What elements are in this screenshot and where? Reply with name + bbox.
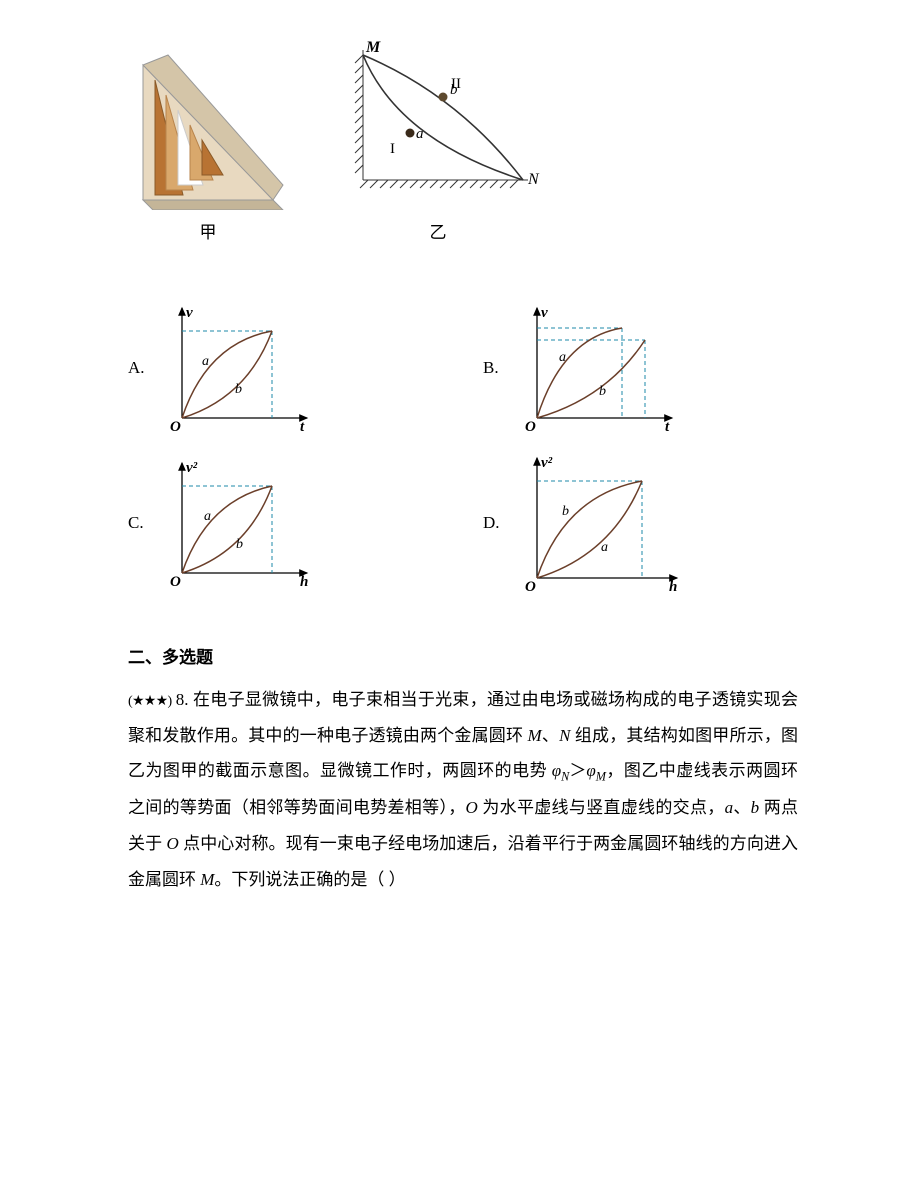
var-M2: M [200, 870, 214, 889]
svg-text:h: h [669, 579, 677, 593]
option-A-label: A. [128, 358, 152, 378]
q-sep-1: 、 [542, 726, 559, 745]
svg-text:b: b [562, 504, 569, 519]
option-C: C. v² h O a b [128, 453, 443, 593]
var-b: b [751, 798, 760, 817]
section-title: 二、多选题 [128, 643, 798, 668]
q-text-7: 。下列说法正确的是（ ） [214, 870, 405, 889]
svg-text:v²: v² [186, 460, 198, 476]
svg-text:h: h [300, 574, 308, 588]
option-D-graph: v² h O b a [517, 453, 687, 593]
svg-text:O: O [170, 574, 181, 588]
option-C-label: C. [128, 513, 152, 533]
svg-text:v: v [541, 305, 548, 321]
figure-jia-caption: 甲 [200, 218, 217, 243]
svg-text:a: a [559, 350, 566, 365]
option-A-graph: v t O a b [162, 303, 317, 433]
option-C-graph: v² h O a b [162, 458, 317, 588]
svg-text:a: a [416, 126, 424, 142]
option-B-graph: v t O a b [517, 303, 682, 433]
svg-text:N: N [527, 171, 540, 188]
svg-text:O: O [525, 419, 536, 433]
svg-text:b: b [236, 537, 243, 552]
svg-text:v: v [186, 305, 193, 321]
svg-text:b: b [450, 82, 458, 98]
figure-yi-caption: 乙 [430, 218, 447, 243]
gt-sign: ＞ [569, 761, 586, 780]
svg-text:a: a [202, 354, 209, 369]
q-text-4: 为水平虚线与竖直虚线的交点， [478, 798, 725, 817]
svg-text:I: I [390, 141, 395, 157]
q-sep-2: 、 [733, 798, 751, 817]
option-B: B. v t O a b [483, 303, 798, 433]
difficulty-stars: (★★★) [128, 694, 171, 709]
options-grid: A. v t O a b B. [128, 303, 798, 593]
sub-M: M [596, 770, 606, 784]
option-A: A. v t O a b [128, 303, 443, 433]
top-figure-row: 甲 [128, 40, 798, 243]
svg-text:b: b [235, 382, 242, 397]
figure-yi: M N I II a b 乙 [328, 40, 548, 243]
svg-text:t: t [300, 419, 305, 433]
option-B-label: B. [483, 358, 507, 378]
phi-M: φ [586, 761, 595, 780]
svg-text:M: M [365, 40, 381, 56]
option-D-label: D. [483, 513, 507, 533]
svg-text:t: t [665, 419, 670, 433]
wedge-diagram [128, 50, 288, 210]
svg-text:O: O [170, 419, 181, 433]
var-M: M [528, 726, 542, 745]
var-N: N [559, 726, 570, 745]
var-O: O [466, 798, 478, 817]
phi-N: φ [552, 761, 561, 780]
question-8: (★★★) 8. 在电子显微镜中，电子束相当于光束，通过由电场或磁场构成的电子透… [128, 682, 798, 898]
svg-text:a: a [204, 509, 211, 524]
option-D: D. v² h O b a [483, 453, 798, 593]
figure-jia: 甲 [128, 50, 288, 243]
var-a: a [725, 798, 734, 817]
svg-text:a: a [601, 540, 608, 555]
question-number: 8. [176, 690, 189, 709]
var-O2: O [167, 834, 179, 853]
svg-text:b: b [599, 384, 606, 399]
equipotential-diagram: M N I II a b [328, 40, 548, 210]
svg-text:v²: v² [541, 455, 553, 471]
svg-text:O: O [525, 579, 536, 593]
